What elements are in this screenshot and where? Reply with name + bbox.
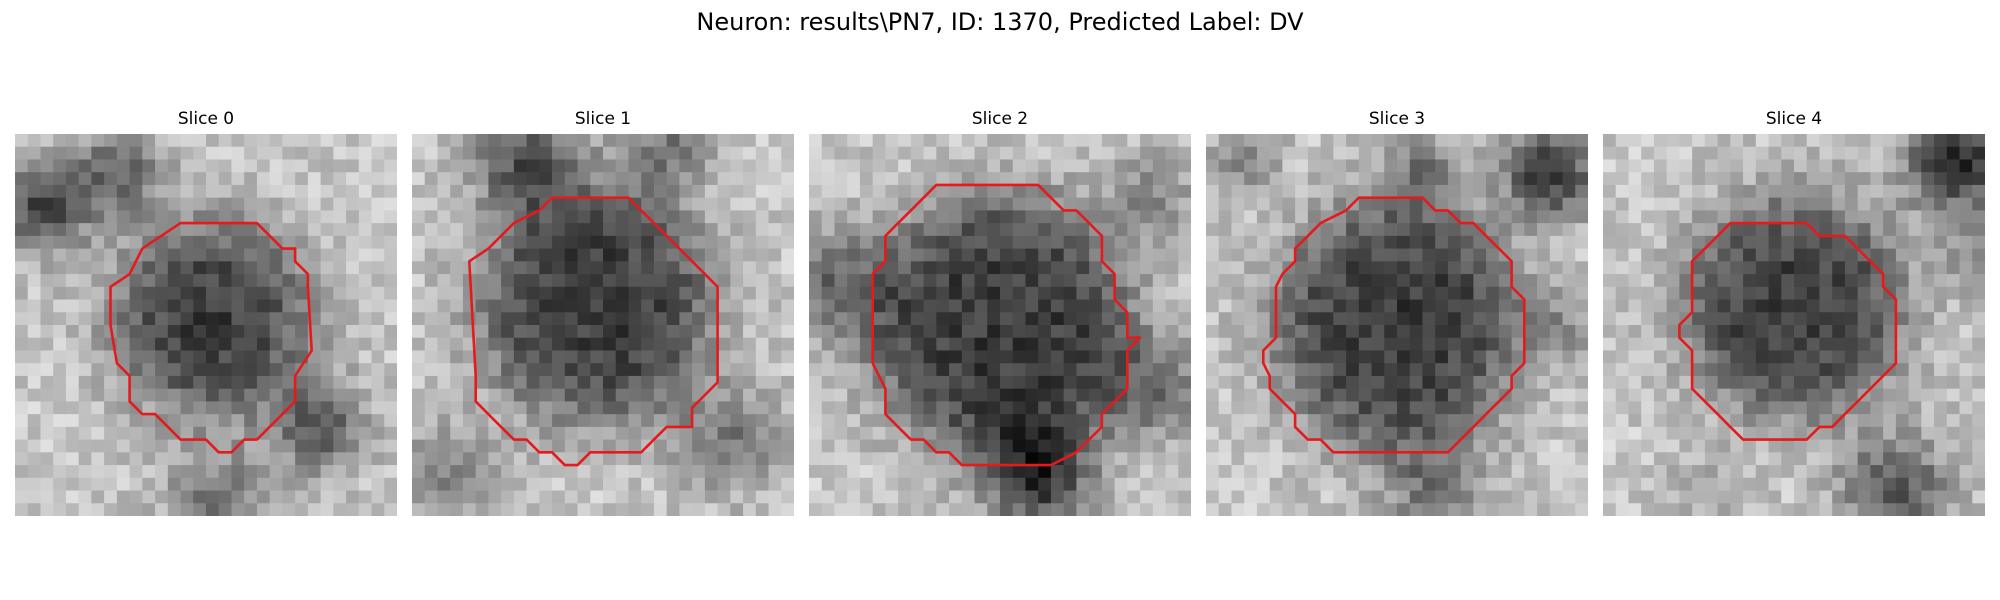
pixel-grid bbox=[412, 134, 794, 516]
neuron-contour bbox=[1261, 196, 1526, 454]
slice-image bbox=[1206, 134, 1588, 516]
pixel-grid bbox=[1206, 134, 1588, 516]
slice-panel-2: Slice 2 bbox=[806, 107, 1194, 525]
slice-image bbox=[809, 134, 1191, 516]
pixel-grid bbox=[15, 134, 397, 516]
neuron-contour bbox=[1678, 221, 1898, 441]
slice-title: Slice 4 bbox=[1765, 109, 1823, 129]
slice-panel-1: Slice 1 bbox=[409, 107, 797, 525]
slice-title: Slice 1 bbox=[574, 109, 632, 129]
neuron-contour bbox=[109, 221, 314, 454]
neuron-contour bbox=[871, 183, 1142, 467]
slice-image bbox=[15, 134, 397, 516]
slice-panel-3: Slice 3 bbox=[1203, 107, 1591, 525]
figure-title: Neuron: results\PN7, ID: 1370, Predicted… bbox=[696, 8, 1304, 36]
slice-image bbox=[1603, 134, 1985, 516]
pixel-grid bbox=[1603, 134, 1985, 516]
neuron-contour bbox=[467, 196, 719, 467]
slice-title: Slice 3 bbox=[1368, 109, 1426, 129]
slice-image bbox=[412, 134, 794, 516]
pixel-grid bbox=[809, 134, 1191, 516]
slice-title: Slice 2 bbox=[971, 109, 1029, 129]
slice-panel-0: Slice 0 bbox=[12, 107, 400, 525]
slice-title: Slice 0 bbox=[177, 109, 235, 129]
slice-panel-4: Slice 4 bbox=[1600, 107, 1988, 525]
